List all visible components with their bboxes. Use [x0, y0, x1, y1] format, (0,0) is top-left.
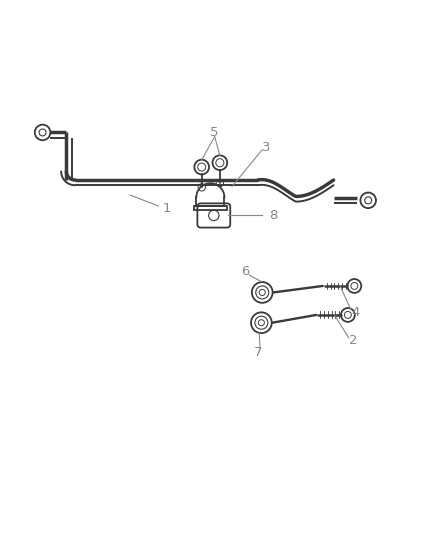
Text: 2: 2 [349, 334, 357, 348]
Text: 3: 3 [262, 141, 271, 154]
Text: 7: 7 [254, 345, 262, 359]
Text: 6: 6 [242, 265, 250, 278]
Text: 8: 8 [270, 209, 278, 222]
Text: 1: 1 [163, 203, 171, 215]
Text: 5: 5 [210, 126, 219, 139]
Text: 4: 4 [351, 306, 360, 319]
